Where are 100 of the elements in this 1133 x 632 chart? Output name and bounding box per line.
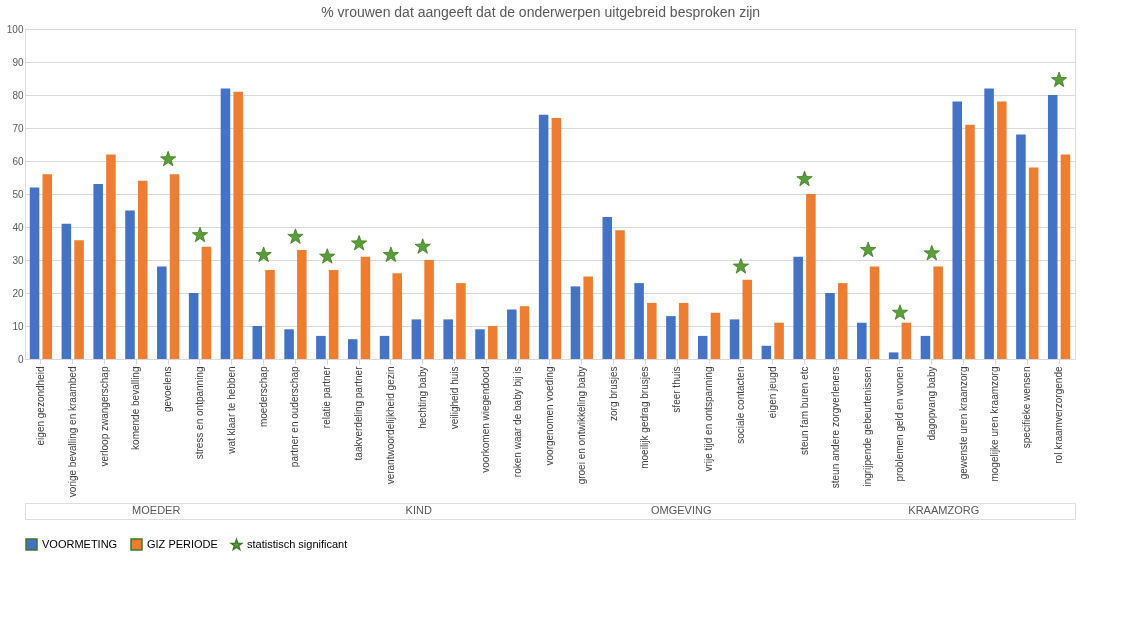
bar bbox=[710, 312, 721, 359]
bar bbox=[583, 276, 593, 359]
bar bbox=[615, 230, 625, 359]
bar bbox=[666, 316, 676, 359]
y-tick-label: 90 bbox=[12, 56, 24, 68]
bar bbox=[1028, 167, 1039, 359]
x-tick-label: voorgenomen voeding bbox=[544, 366, 555, 466]
bar bbox=[965, 124, 975, 359]
bar bbox=[997, 101, 1007, 359]
bar bbox=[602, 217, 613, 359]
bar bbox=[392, 273, 403, 359]
bar bbox=[424, 260, 434, 359]
bar bbox=[570, 286, 581, 359]
bar bbox=[252, 326, 263, 359]
bar bbox=[188, 293, 199, 359]
point bbox=[891, 304, 909, 320]
x-tick-label: hechting baby bbox=[416, 366, 428, 429]
bar bbox=[888, 352, 899, 359]
bar bbox=[519, 306, 530, 359]
x-tick-label: eigen gezondheid bbox=[34, 366, 46, 446]
x-tick-label: relatie partner bbox=[321, 365, 333, 429]
bar bbox=[487, 326, 498, 359]
bar bbox=[793, 256, 803, 359]
x-tick-label: vrije tijd en ontspanning bbox=[703, 366, 715, 472]
x-tick-label: gewenste uren kraanzorg bbox=[957, 366, 969, 480]
bar bbox=[360, 256, 371, 359]
bar bbox=[634, 283, 644, 359]
bar bbox=[379, 335, 390, 359]
bar bbox=[284, 329, 294, 359]
bar bbox=[328, 269, 339, 359]
bar bbox=[297, 250, 307, 359]
bar bbox=[74, 240, 84, 359]
y-tick-label: 50 bbox=[12, 188, 24, 200]
x-tick-label: steun fam buren etc bbox=[798, 366, 810, 455]
point bbox=[351, 235, 368, 251]
bar bbox=[920, 335, 931, 359]
text: MOEDER bbox=[132, 504, 181, 516]
bar bbox=[551, 118, 562, 359]
y-tick-label: 40 bbox=[12, 221, 24, 233]
point bbox=[414, 238, 431, 254]
bar bbox=[647, 302, 657, 359]
x-tick-label: verloop zwangerschap bbox=[98, 366, 110, 467]
legend-label: statistisch significant bbox=[247, 538, 348, 551]
y-tick-label: 20 bbox=[12, 287, 24, 299]
bar bbox=[411, 319, 422, 359]
point bbox=[319, 248, 336, 264]
point bbox=[382, 246, 399, 262]
x-tick-label: gevoelens bbox=[162, 366, 174, 413]
bar bbox=[806, 194, 816, 359]
y-tick-label: 70 bbox=[12, 122, 24, 134]
chart-title: % vrouwen dat aangeeft dat de onderwerpen uitgebreid besproken zijn bbox=[321, 3, 761, 20]
y-tick-label: 10 bbox=[12, 320, 24, 332]
point bbox=[732, 258, 749, 274]
x-tick-label: stress en ontpanning bbox=[194, 366, 205, 460]
bar bbox=[316, 335, 326, 359]
x-tick-label: moederschap bbox=[257, 366, 269, 428]
text: KIND bbox=[405, 504, 432, 516]
x-tick-label: steun andere zorgverleners bbox=[830, 366, 842, 489]
point bbox=[191, 226, 209, 243]
bar bbox=[61, 223, 72, 359]
bar bbox=[456, 283, 466, 359]
bar bbox=[742, 279, 753, 359]
bar bbox=[106, 154, 116, 359]
x-tick-label: specifieke wensen bbox=[1021, 366, 1033, 449]
point bbox=[287, 228, 304, 244]
y-tick-label: 0 bbox=[17, 353, 24, 365]
bar bbox=[1060, 154, 1071, 359]
x-tick-label: partner en ouderschap bbox=[289, 366, 301, 468]
bar bbox=[347, 339, 358, 359]
bar bbox=[933, 266, 943, 359]
x-tick-label: veiligheid huis bbox=[448, 366, 460, 430]
bar bbox=[93, 184, 103, 359]
x-tick-label: moeilijk gedrag brusjes bbox=[639, 366, 651, 469]
x-tick-label: taakverdeling partner bbox=[353, 365, 365, 461]
x-tick-label: ingrijpende gebeurtenissen bbox=[862, 366, 874, 487]
bar bbox=[265, 269, 275, 359]
y-tick-label: 60 bbox=[12, 155, 24, 167]
bar bbox=[825, 293, 835, 359]
bar bbox=[952, 101, 963, 359]
x-tick-label: groei en ontwikkeling baby bbox=[575, 366, 587, 485]
bar bbox=[1047, 95, 1058, 359]
x-tick-label: zorg brusjes bbox=[607, 366, 619, 421]
bar bbox=[29, 187, 40, 359]
bar bbox=[538, 114, 549, 359]
bar bbox=[774, 322, 784, 359]
bar bbox=[220, 88, 231, 359]
bar bbox=[837, 283, 848, 359]
bar bbox=[507, 309, 517, 359]
x-tick-label: voorkomen wiegendood bbox=[480, 366, 492, 473]
bar bbox=[761, 345, 772, 359]
bar bbox=[125, 210, 135, 359]
text: OMGEVING bbox=[650, 504, 712, 516]
x-tick-label: komende bevalling bbox=[130, 366, 142, 450]
bar bbox=[869, 266, 880, 359]
bar bbox=[984, 88, 994, 359]
bar bbox=[137, 180, 148, 359]
y-tick-label: 80 bbox=[12, 89, 24, 101]
x-tick-label: dagopvang baby bbox=[925, 366, 937, 441]
x-tick-label: mogelijke uren kraamzorg bbox=[989, 366, 1001, 482]
bar bbox=[233, 91, 243, 359]
